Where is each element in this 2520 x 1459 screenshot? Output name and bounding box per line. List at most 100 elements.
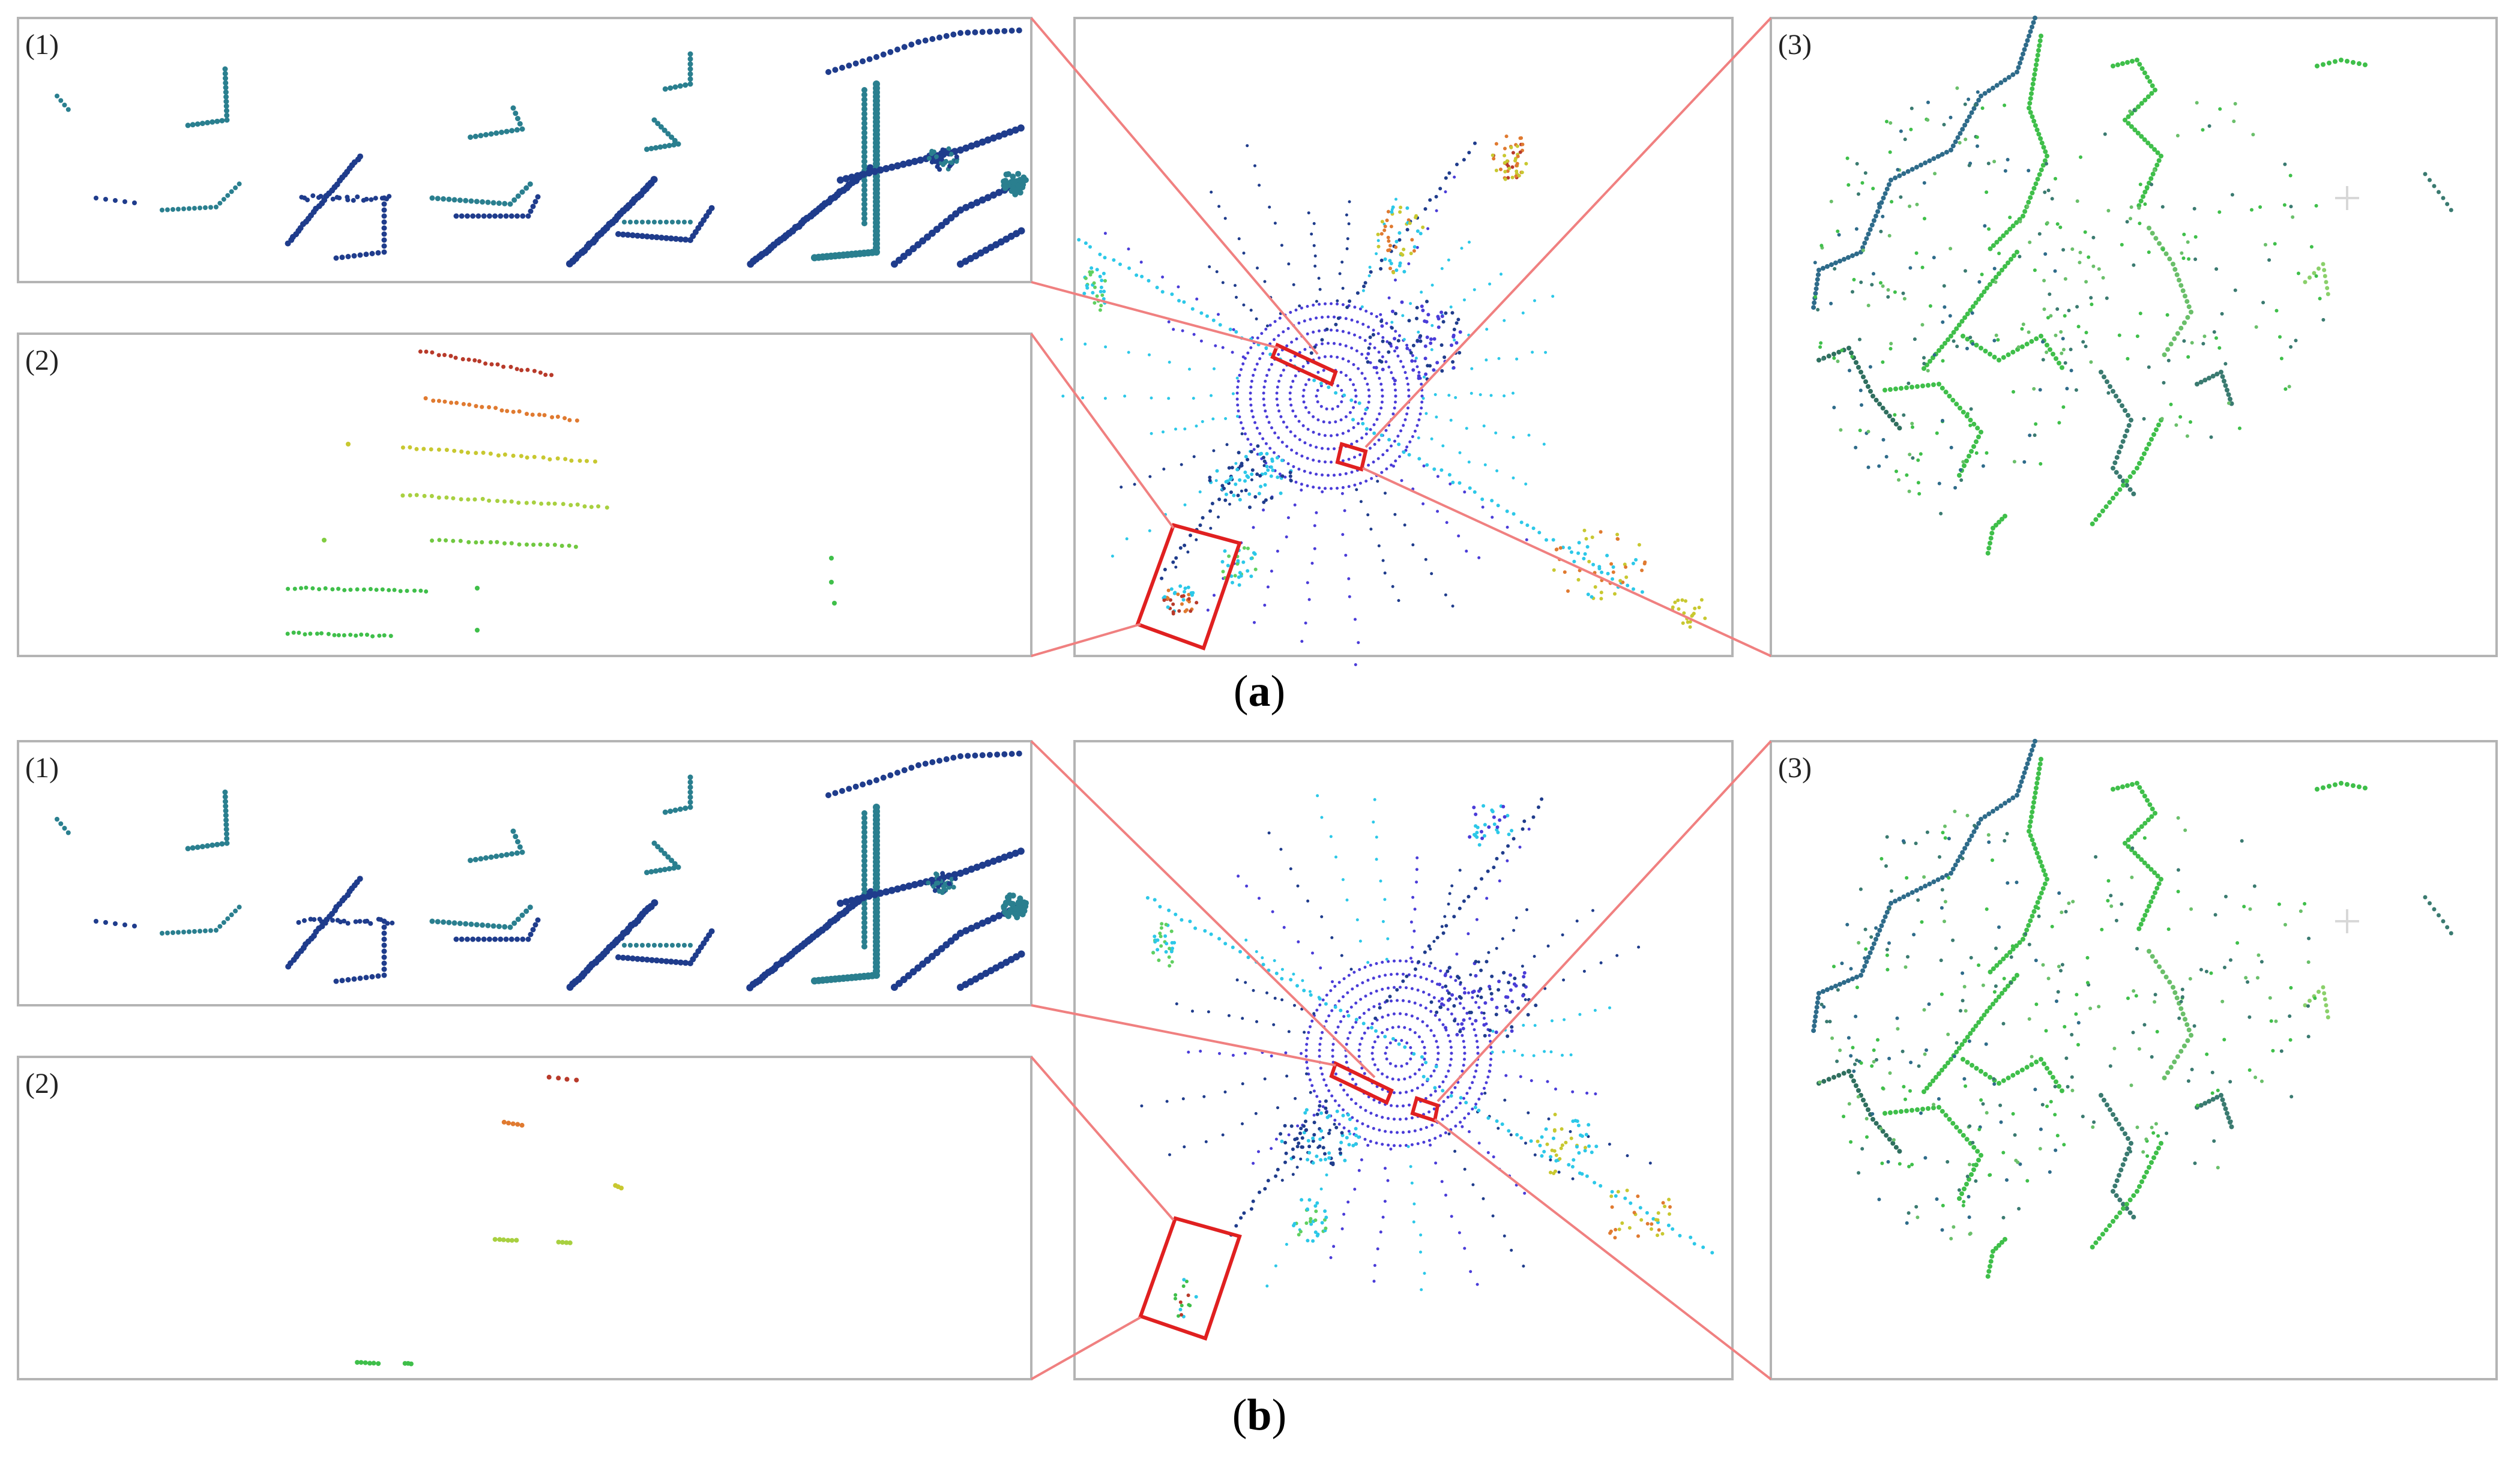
point: [1394, 459, 1397, 463]
point: [947, 881, 952, 886]
point: [1922, 1008, 1926, 1012]
point: [1954, 402, 1959, 407]
point: [363, 1360, 368, 1365]
point: [1928, 359, 1932, 364]
point: [1689, 1235, 1693, 1239]
point: [2437, 913, 2441, 918]
point: [1440, 925, 1444, 928]
point: [1448, 482, 1452, 486]
point: [1570, 1165, 1575, 1169]
point: [2025, 1179, 2030, 1183]
point: [1296, 884, 1300, 888]
point: [1533, 1153, 1537, 1157]
point: [2039, 34, 2043, 38]
point: [1297, 1233, 1301, 1237]
point: [1405, 343, 1409, 347]
point: [1465, 1092, 1469, 1095]
point: [1188, 1304, 1192, 1308]
point: [1330, 1094, 1334, 1098]
point: [1347, 359, 1350, 363]
point: [1299, 1157, 1303, 1161]
point: [2039, 1057, 2043, 1062]
point: [2041, 340, 2045, 344]
point: [1224, 417, 1228, 420]
point: [1339, 1140, 1343, 1145]
point: [2142, 451, 2147, 456]
point: [882, 165, 890, 172]
point: [1667, 1197, 1671, 1202]
point: [2021, 937, 2025, 942]
point: [1334, 420, 1337, 424]
point: [1015, 170, 1022, 177]
point: [1306, 332, 1309, 335]
point: [1994, 963, 2000, 968]
point: [1363, 1137, 1367, 1141]
point: [932, 888, 938, 893]
point: [1860, 968, 1866, 973]
point: [359, 632, 364, 637]
point: [2264, 242, 2267, 247]
point: [381, 924, 387, 930]
point: [1818, 345, 1822, 349]
point: [1961, 999, 1965, 1003]
point: [1421, 1083, 1424, 1086]
point: [2015, 973, 2019, 978]
point: [1910, 106, 1914, 110]
point: [1448, 892, 1451, 895]
point: [490, 923, 496, 929]
point: [480, 496, 485, 501]
point: [2151, 1155, 2156, 1160]
point: [1286, 462, 1290, 466]
point: [1012, 906, 1019, 912]
point: [2034, 1059, 2039, 1065]
point: [1236, 493, 1240, 498]
point: [926, 155, 932, 161]
point: [2210, 373, 2216, 379]
point: [1060, 337, 1063, 341]
point: [657, 144, 663, 150]
point: [1552, 1129, 1557, 1133]
point: [1306, 899, 1310, 903]
point: [1187, 592, 1191, 597]
point: [1520, 170, 1524, 175]
point: [495, 499, 500, 504]
point: [1355, 488, 1358, 492]
point: [635, 955, 641, 962]
point: [1323, 1209, 1327, 1213]
point: [1289, 867, 1292, 871]
point: [1968, 418, 1973, 423]
point: [1394, 346, 1399, 350]
point: [1312, 1121, 1316, 1125]
point: [1882, 914, 1888, 919]
point: [1092, 281, 1096, 285]
point: [1348, 595, 1351, 598]
point: [2147, 802, 2153, 807]
point: [653, 145, 659, 151]
point: [1311, 1161, 1315, 1165]
point: [1300, 1051, 1303, 1055]
point: [1650, 1222, 1654, 1226]
point: [1970, 311, 1974, 315]
point: [2044, 1029, 2048, 1033]
point: [2078, 250, 2082, 254]
point: [2274, 308, 2279, 313]
point: [1369, 270, 1373, 274]
point: [926, 880, 931, 886]
point: [1817, 272, 1821, 277]
point: [308, 631, 313, 636]
point: [511, 197, 517, 203]
point: [1303, 469, 1306, 473]
point: [1460, 1069, 1464, 1073]
point: [2283, 162, 2287, 166]
point: [1388, 266, 1392, 271]
point: [2069, 369, 2073, 373]
point: [1833, 984, 1838, 988]
point: [1318, 1054, 1321, 1058]
point: [1354, 663, 1357, 666]
point: [979, 29, 986, 35]
point: [1405, 1090, 1408, 1094]
point: [1282, 420, 1285, 424]
point: [1946, 1060, 1950, 1065]
point: [1624, 575, 1629, 579]
point: [1355, 1119, 1359, 1123]
